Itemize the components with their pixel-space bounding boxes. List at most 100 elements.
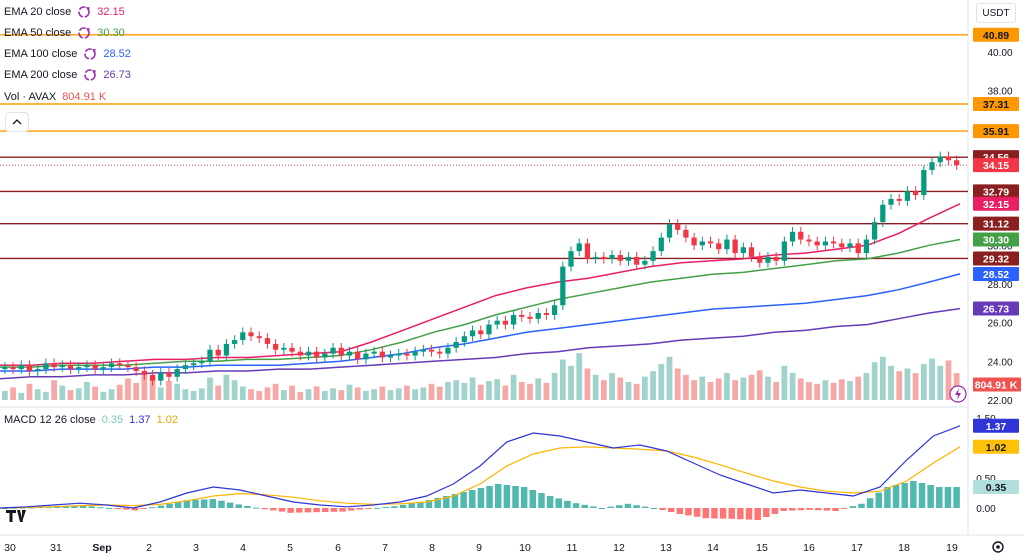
- currency-selector[interactable]: USDT: [976, 3, 1016, 23]
- price-label-badge: [973, 124, 1019, 139]
- volume-bar: [272, 383, 279, 400]
- candle-body: [880, 204, 886, 223]
- cycle-icon[interactable]: [77, 26, 91, 40]
- price-label-badge: [973, 27, 1019, 42]
- volume-bar: [650, 371, 656, 400]
- macd-histogram-bar: [10, 507, 18, 509]
- macd-label-badge: [973, 439, 1019, 454]
- candle-body: [888, 198, 894, 205]
- macd-histogram-bar: [365, 508, 372, 509]
- candle-body: [166, 372, 172, 377]
- volume-bar: [600, 380, 607, 400]
- macd-histogram-bar: [719, 508, 727, 519]
- price-label-badge: [973, 216, 1019, 231]
- macd-histogram-bar: [19, 507, 26, 509]
- candle-body: [494, 320, 500, 325]
- price-tick-label: 28.00: [987, 280, 1012, 291]
- legend-ema100[interactable]: EMA 100 close 28.52: [4, 45, 131, 63]
- volume-bar: [51, 380, 57, 400]
- macd-histogram-bar: [711, 508, 718, 519]
- volume-bar: [313, 386, 320, 400]
- volume-bar: [830, 382, 837, 400]
- candle-body: [264, 338, 271, 344]
- cycle-icon[interactable]: [83, 68, 97, 82]
- macd-histogram-bar: [745, 508, 753, 520]
- volume-bar: [182, 389, 189, 400]
- cycle-icon[interactable]: [83, 47, 97, 61]
- volume-bar: [256, 391, 263, 400]
- candle-body: [683, 229, 689, 238]
- macd-histogram-bar: [399, 504, 407, 508]
- candle-body: [593, 256, 599, 259]
- price-label-badge: [973, 301, 1019, 316]
- cycle-icon[interactable]: [77, 5, 91, 19]
- macd-histogram-bar: [797, 508, 805, 511]
- macd-histogram-bar: [131, 508, 139, 511]
- volume-bar: [133, 382, 140, 400]
- candle-body: [231, 340, 238, 344]
- candle-body: [765, 256, 771, 263]
- ema100-line: [0, 273, 961, 372]
- time-axis-label: 31: [50, 542, 62, 554]
- volume-bar: [945, 360, 952, 400]
- legend-ema200[interactable]: EMA 200 close 26.73: [4, 66, 131, 84]
- macd-histogram-bar: [408, 503, 415, 508]
- volume-bar: [715, 378, 722, 400]
- candle-body: [256, 336, 262, 339]
- volume-bar: [305, 389, 312, 400]
- legend-volume[interactable]: Vol · AVAX 804.91 K: [4, 88, 106, 106]
- legend-ema20[interactable]: EMA 20 close 32.15: [4, 3, 125, 21]
- candle-body: [535, 313, 541, 319]
- legend-ema50[interactable]: EMA 50 close 30.30: [4, 24, 125, 42]
- price-label-text: 29.32: [983, 253, 1009, 265]
- volume-bar: [765, 376, 771, 400]
- collapse-legend-button[interactable]: [5, 112, 29, 132]
- time-axis-label: 13: [660, 542, 672, 554]
- legend-macd[interactable]: MACD 12 26 close 0.35 1.37 1.02: [4, 411, 178, 429]
- price-tick-label: 30.00: [987, 241, 1012, 252]
- candle-body: [937, 156, 943, 163]
- candle-body: [560, 266, 566, 306]
- candle-body: [158, 372, 164, 381]
- volume-bar: [428, 383, 435, 400]
- macd-tick-label: 0.00: [976, 504, 996, 515]
- volume-label: Vol · AVAX: [4, 91, 57, 103]
- candle-body: [576, 243, 582, 252]
- candle-body: [18, 365, 24, 370]
- candle-body: [666, 224, 673, 238]
- candle-body: [609, 255, 615, 259]
- candle-body: [338, 347, 344, 356]
- candle-body: [67, 365, 74, 370]
- macd-label-badge: [973, 480, 1019, 494]
- tradingview-logo: [6, 510, 26, 522]
- volume-bar: [592, 374, 599, 400]
- macd-histogram-bar: [814, 508, 822, 511]
- macd-histogram-bar: [901, 483, 908, 508]
- time-axis-label: 30: [4, 542, 16, 554]
- macd-histogram-bar: [114, 508, 121, 509]
- candle-body: [691, 237, 697, 246]
- volume-bar: [297, 391, 304, 400]
- macd-histogram-bar: [105, 508, 113, 509]
- time-axis-label: Sep: [92, 542, 111, 554]
- macd-histogram-bar: [546, 496, 554, 508]
- candle-body: [699, 241, 705, 246]
- candle-body: [297, 351, 303, 356]
- price-label-text: 37.31: [983, 99, 1009, 111]
- macd-hist-value: 0.35: [101, 414, 124, 426]
- volume-bar: [379, 386, 386, 400]
- candle-body: [584, 243, 591, 259]
- candle-body: [798, 231, 804, 240]
- volume-bar: [888, 365, 894, 400]
- ema200-value: 26.73: [103, 69, 131, 81]
- macd-histogram-bar: [166, 503, 173, 508]
- volume-bar: [625, 382, 632, 400]
- volume-bar: [141, 373, 148, 400]
- price-label-text: 34.15: [983, 160, 1009, 172]
- candle-body: [428, 349, 435, 352]
- candle-body: [133, 367, 139, 371]
- volume-bar: [674, 368, 681, 400]
- volume-bar: [215, 385, 222, 400]
- volume-bar: [838, 379, 845, 400]
